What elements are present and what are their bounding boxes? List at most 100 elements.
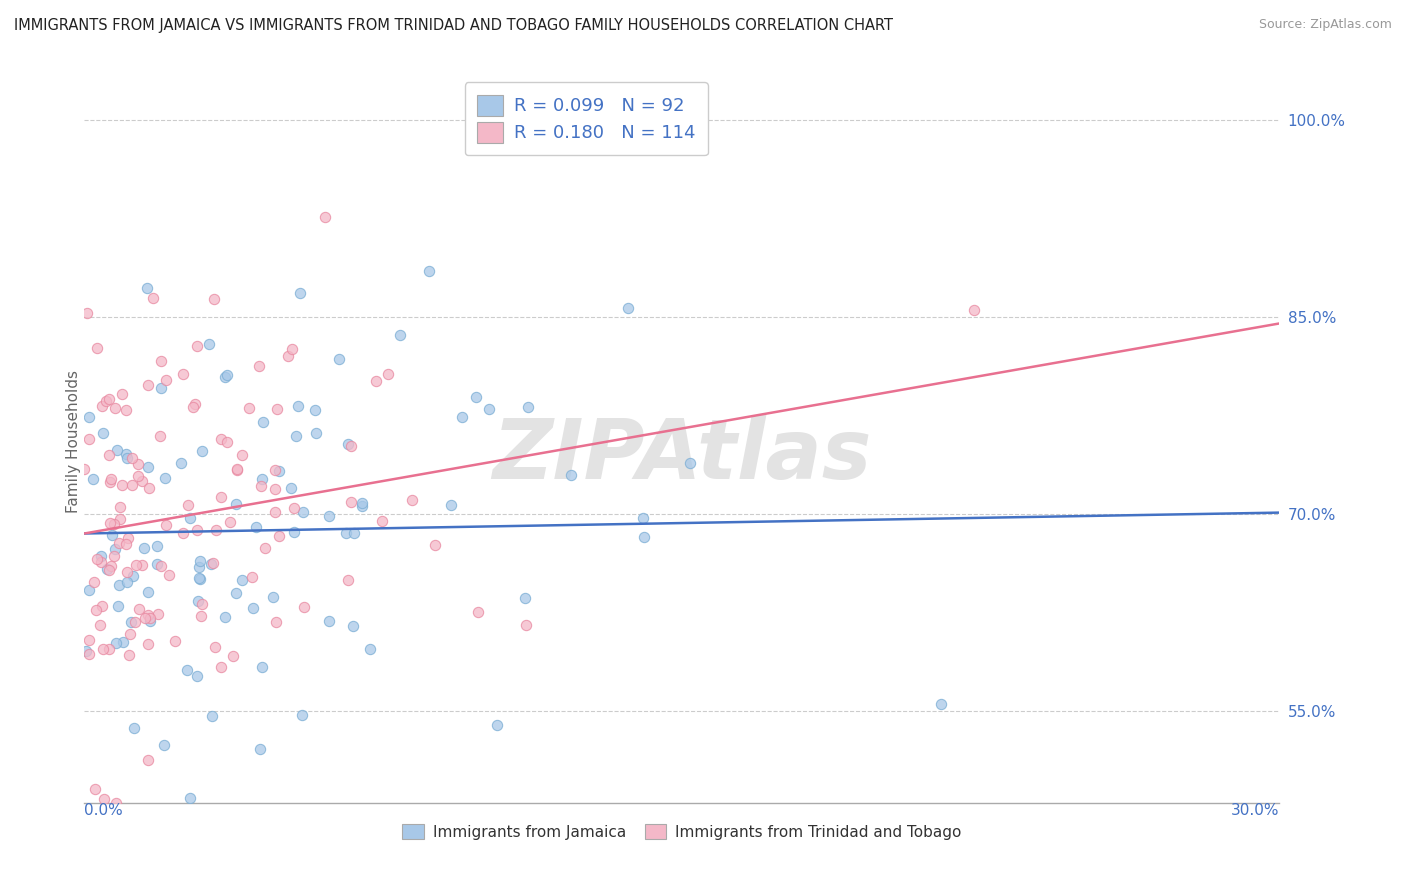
Point — [202, 556, 225, 570]
Point — [371, 514, 394, 528]
Point — [150, 354, 173, 368]
Point — [465, 390, 488, 404]
Point — [96, 562, 118, 576]
Point — [86, 341, 108, 355]
Point — [440, 498, 463, 512]
Point — [136, 608, 159, 623]
Point — [124, 558, 146, 573]
Point — [90, 549, 112, 563]
Point — [209, 490, 232, 504]
Point — [252, 416, 274, 430]
Point — [179, 791, 201, 805]
Point — [93, 792, 115, 806]
Point — [155, 373, 177, 387]
Point — [111, 634, 134, 648]
Point — [179, 510, 201, 524]
Point — [359, 642, 381, 657]
Point — [352, 495, 374, 509]
Point — [187, 571, 209, 585]
Point — [190, 608, 212, 623]
Point — [91, 642, 114, 657]
Point — [117, 531, 139, 545]
Point — [190, 597, 212, 611]
Point — [266, 401, 288, 416]
Text: IMMIGRANTS FROM JAMAICA VS IMMIGRANTS FROM TRINIDAD AND TOBAGO FAMILY HOUSEHOLDS: IMMIGRANTS FROM JAMAICA VS IMMIGRANTS FR… — [14, 18, 893, 33]
Point — [104, 542, 127, 557]
Point — [170, 456, 193, 470]
Point — [186, 669, 208, 683]
Point — [103, 516, 125, 531]
Point — [105, 442, 128, 457]
Point — [247, 359, 270, 373]
Point — [201, 709, 224, 723]
Point — [186, 523, 208, 537]
Point — [163, 634, 186, 648]
Point — [124, 615, 146, 630]
Point — [314, 210, 336, 224]
Point — [73, 462, 96, 476]
Point — [75, 644, 97, 658]
Point — [190, 572, 212, 586]
Point — [226, 463, 249, 477]
Point — [318, 614, 340, 628]
Point — [264, 615, 287, 629]
Point — [215, 368, 238, 382]
Point — [131, 558, 153, 573]
Point — [292, 505, 315, 519]
Point — [485, 717, 508, 731]
Point — [209, 659, 232, 673]
Point — [121, 451, 143, 466]
Point — [136, 585, 159, 599]
Point — [250, 472, 273, 486]
Point — [467, 606, 489, 620]
Point — [86, 552, 108, 566]
Point — [280, 342, 302, 356]
Point — [172, 368, 194, 382]
Point — [108, 578, 131, 592]
Point — [513, 591, 536, 605]
Point — [238, 401, 260, 415]
Point — [138, 481, 160, 495]
Point — [84, 603, 107, 617]
Point — [77, 583, 100, 598]
Point — [121, 478, 143, 492]
Text: 0.0%: 0.0% — [84, 803, 124, 818]
Point — [249, 741, 271, 756]
Point — [276, 349, 298, 363]
Point — [122, 569, 145, 583]
Point — [83, 575, 105, 590]
Point — [118, 648, 141, 662]
Point — [617, 301, 640, 316]
Text: ZIPAtlas: ZIPAtlas — [492, 416, 872, 497]
Point — [633, 530, 655, 544]
Point — [98, 449, 121, 463]
Point — [515, 618, 537, 632]
Point — [89, 618, 111, 632]
Point — [340, 495, 363, 509]
Point — [291, 708, 314, 723]
Point — [132, 541, 155, 555]
Point — [100, 528, 122, 542]
Point — [77, 647, 100, 661]
Point — [188, 554, 211, 568]
Point — [264, 482, 287, 496]
Point — [631, 510, 654, 524]
Point — [517, 401, 540, 415]
Point — [231, 448, 253, 462]
Point — [104, 636, 127, 650]
Point — [136, 281, 159, 295]
Point — [225, 498, 247, 512]
Point — [343, 526, 366, 541]
Point — [96, 393, 118, 408]
Point — [98, 563, 121, 577]
Point — [264, 505, 287, 519]
Text: 30.0%: 30.0% — [1232, 803, 1279, 818]
Point — [283, 524, 305, 539]
Legend: Immigrants from Jamaica, Immigrants from Trinidad and Tobago: Immigrants from Jamaica, Immigrants from… — [396, 818, 967, 846]
Point — [155, 518, 177, 533]
Point — [262, 590, 284, 604]
Point — [214, 369, 236, 384]
Point — [450, 409, 472, 424]
Point — [91, 399, 114, 413]
Point — [249, 478, 271, 492]
